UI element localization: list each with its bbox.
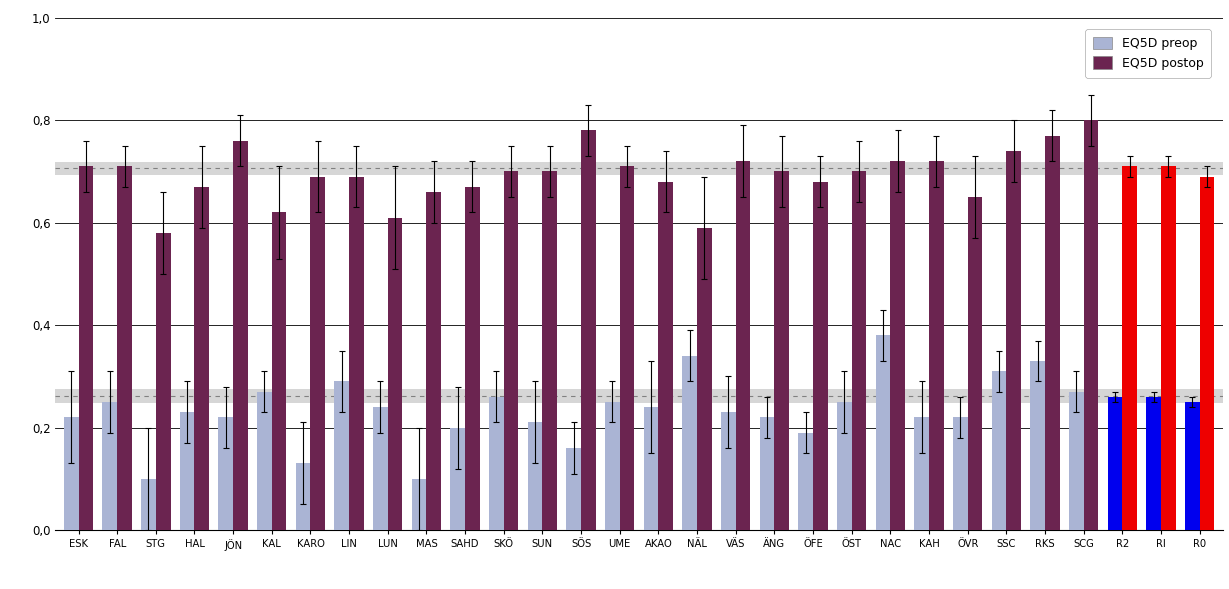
Bar	[156, 233, 171, 530]
Bar	[1069, 392, 1084, 530]
Bar	[272, 213, 286, 530]
Bar	[929, 161, 944, 530]
Bar	[426, 192, 441, 530]
Bar	[412, 479, 426, 530]
Bar	[296, 464, 311, 530]
Bar	[774, 171, 789, 530]
Bar	[311, 177, 326, 530]
Bar	[914, 418, 929, 530]
Bar	[450, 428, 465, 530]
Bar	[527, 422, 542, 530]
Bar	[876, 335, 890, 530]
Bar	[102, 402, 117, 530]
Bar	[567, 448, 581, 530]
Bar	[736, 161, 751, 530]
Bar	[1161, 166, 1176, 530]
Bar	[952, 418, 967, 530]
Bar	[117, 166, 132, 530]
Bar	[760, 418, 774, 530]
Bar	[489, 397, 504, 530]
Bar	[334, 382, 349, 530]
Bar	[644, 407, 659, 530]
Bar	[852, 171, 866, 530]
Legend: EQ5D preop, EQ5D postop: EQ5D preop, EQ5D postop	[1085, 29, 1211, 78]
Bar	[721, 412, 736, 530]
Bar	[814, 181, 828, 530]
Bar	[194, 187, 209, 530]
Bar	[55, 161, 1223, 175]
Bar	[504, 171, 519, 530]
Bar	[1122, 166, 1137, 530]
Bar	[581, 130, 596, 530]
Bar	[55, 389, 1223, 402]
Bar	[992, 371, 1007, 530]
Bar	[79, 166, 93, 530]
Bar	[890, 161, 905, 530]
Bar	[619, 166, 634, 530]
Bar	[465, 187, 479, 530]
Bar	[64, 418, 79, 530]
Bar	[1045, 135, 1059, 530]
Bar	[682, 356, 697, 530]
Bar	[1200, 177, 1214, 530]
Bar	[1107, 397, 1122, 530]
Bar	[967, 197, 982, 530]
Bar	[659, 181, 673, 530]
Bar	[799, 433, 814, 530]
Bar	[1185, 402, 1200, 530]
Bar	[542, 171, 557, 530]
Bar	[1007, 151, 1021, 530]
Bar	[697, 228, 712, 530]
Bar	[234, 141, 248, 530]
Bar	[349, 177, 364, 530]
Bar	[374, 407, 388, 530]
Bar	[179, 412, 194, 530]
Bar	[837, 402, 852, 530]
Bar	[1147, 397, 1161, 530]
Bar	[605, 402, 619, 530]
Bar	[141, 479, 156, 530]
Bar	[1084, 120, 1099, 530]
Bar	[1030, 361, 1045, 530]
Bar	[219, 418, 234, 530]
Bar	[388, 217, 402, 530]
Bar	[257, 392, 272, 530]
